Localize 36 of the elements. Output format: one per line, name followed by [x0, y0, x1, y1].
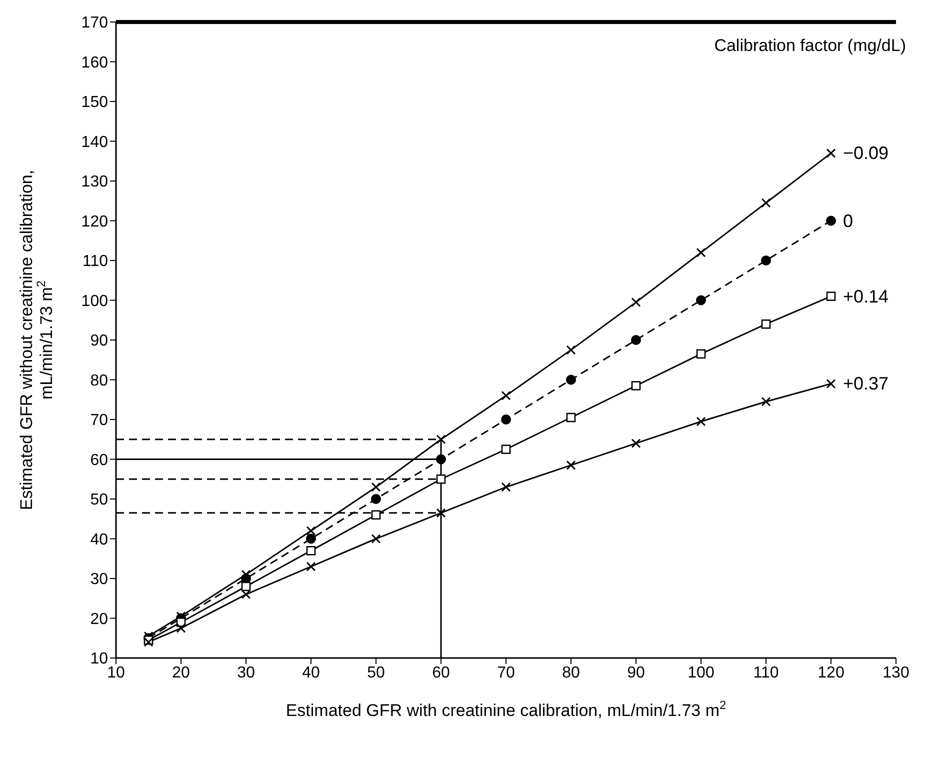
- y-tick-label: 30: [90, 571, 108, 588]
- x-tick-label: 120: [818, 664, 844, 682]
- legend-title: Calibration factor (mg/dL): [714, 36, 906, 56]
- y-tick-label: 150: [81, 94, 108, 112]
- x-tick-label: 50: [367, 664, 385, 682]
- x-tick-label: 80: [562, 664, 580, 682]
- series-label: +0.14: [843, 286, 889, 306]
- x-tick-label: 10: [107, 664, 125, 682]
- series-label: +0.37: [843, 374, 889, 394]
- x-tick-label: 60: [432, 664, 450, 682]
- y-tick-label: 70: [90, 412, 108, 430]
- y-tick-label: 110: [82, 253, 108, 270]
- series-label: −0.09: [843, 143, 889, 164]
- y-tick-label: 50: [90, 492, 108, 509]
- series-label: 0: [843, 210, 854, 231]
- y-tick-label: 120: [81, 213, 108, 230]
- x-tick-label: 100: [688, 664, 714, 682]
- y-tick-label: 130: [81, 174, 108, 191]
- x-tick-label: 90: [627, 664, 645, 682]
- y-tick-label: 140: [81, 134, 108, 151]
- y-tick-label: 60: [90, 452, 108, 469]
- y-tick-label: 170: [81, 14, 108, 32]
- y-tick-label: 90: [90, 332, 108, 350]
- x-tick-label: 30: [237, 664, 255, 682]
- y-tick-label: 10: [90, 650, 108, 668]
- x-tick-label: 40: [302, 664, 320, 682]
- y-tick-label: 20: [90, 610, 108, 628]
- y-tick-label: 40: [90, 531, 108, 548]
- x-tick-label: 70: [497, 664, 515, 682]
- x-tick-label: 130: [882, 664, 910, 682]
- x-axis-title: Estimated GFR with creatinine calibration, mL/min/1.73 m$^{2}$: [286, 698, 727, 720]
- y-tick-label: 100: [81, 292, 108, 310]
- y-tick-label: 80: [90, 372, 108, 390]
- x-tick-label: 110: [753, 664, 779, 682]
- x-tick-label: 20: [172, 664, 190, 682]
- y-tick-label: 160: [81, 54, 108, 72]
